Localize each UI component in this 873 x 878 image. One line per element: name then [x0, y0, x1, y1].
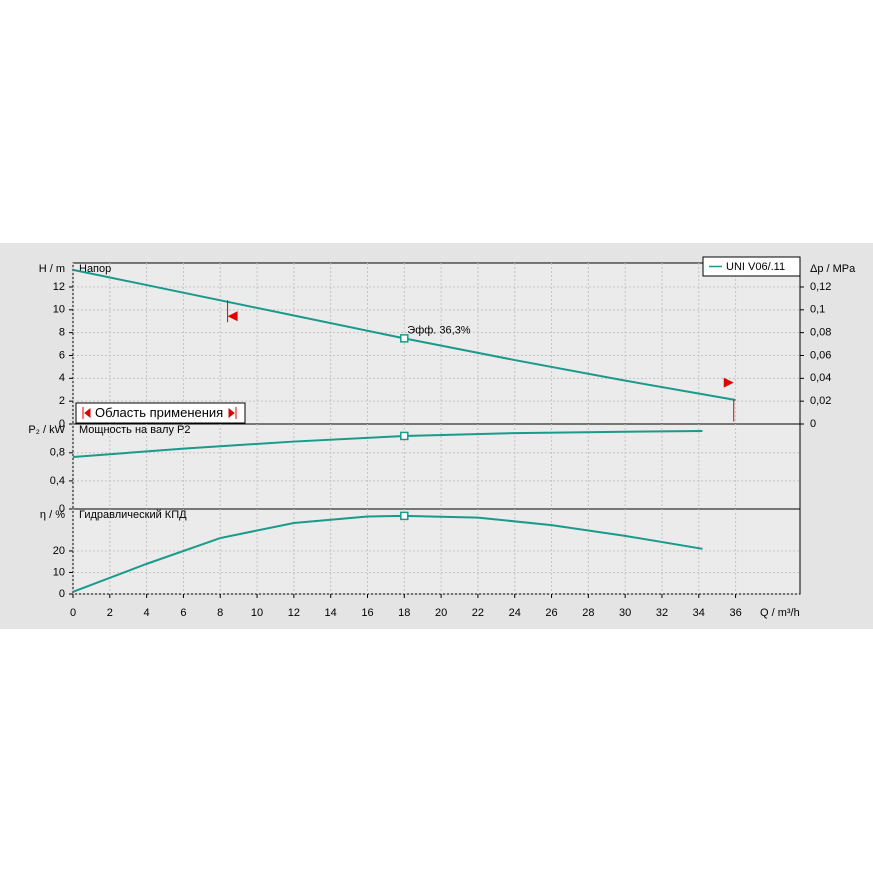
legend-label: UNI V06/.11	[726, 261, 785, 273]
y-tick-label: 2	[59, 395, 65, 407]
y-tick-label: 0	[59, 418, 65, 430]
plot-area	[72, 508, 801, 595]
duty-point	[400, 511, 409, 521]
x-tick-label: 0	[70, 607, 76, 619]
duty-point	[400, 431, 409, 441]
y-tick-label: 12	[53, 281, 65, 293]
y2-tick-label: 0,02	[810, 395, 831, 407]
y2-tick-label: 0,04	[810, 372, 831, 384]
x-tick-label: 32	[656, 607, 668, 619]
x-tick-label: 30	[619, 607, 631, 619]
x-tick-label: 8	[217, 607, 223, 619]
panel-label: Мощность на валу P2	[79, 424, 191, 436]
duty-point	[400, 334, 409, 343]
legend-box	[702, 256, 801, 277]
x-tick-label: 4	[144, 607, 150, 619]
y-tick-label: 8	[59, 327, 65, 339]
y2-tick-label: 0,08	[810, 327, 831, 339]
x-tick-label: 12	[288, 607, 300, 619]
y-tick-label: 0,8	[50, 447, 65, 459]
y-tick-label: 6	[59, 349, 65, 361]
y-axis-label: H / m	[39, 263, 65, 275]
y-axis-label: η / %	[40, 509, 65, 521]
x-tick-label: 18	[398, 607, 410, 619]
range-marker	[723, 377, 734, 388]
plot-area	[72, 423, 801, 510]
y-axis-label: P₂ / kW	[28, 424, 65, 436]
x-tick-label: 36	[729, 607, 741, 619]
x-tick-label: 22	[472, 607, 484, 619]
y-tick-label: 10	[53, 566, 65, 578]
x-tick-label: 2	[107, 607, 113, 619]
range-marker	[227, 311, 238, 322]
range-legend-label: Область применения	[95, 405, 223, 420]
y-tick-label: 0,4	[50, 475, 65, 487]
x-tick-label: 20	[435, 607, 447, 619]
x-tick-label: 28	[582, 607, 594, 619]
x-tick-label: 14	[325, 607, 337, 619]
y-tick-label: 0	[59, 503, 65, 515]
plot-area	[72, 262, 801, 425]
x-tick-label: 16	[361, 607, 373, 619]
y2-tick-label: 0,06	[810, 349, 831, 361]
curve	[72, 514, 703, 593]
y-tick-label: 0	[59, 588, 65, 600]
y2-tick-label: 0,1	[810, 304, 825, 316]
range-legend-box	[75, 402, 246, 424]
x-axis-label: Q / m³/h	[760, 607, 800, 619]
y2-tick-label: 0,12	[810, 281, 831, 293]
annotation: Эфф. 36,3%	[407, 324, 471, 336]
y-tick-label: 20	[53, 545, 65, 557]
x-tick-label: 6	[180, 607, 186, 619]
x-tick-label: 10	[251, 607, 263, 619]
x-tick-label: 24	[509, 607, 521, 619]
y-tick-label: 4	[59, 372, 65, 384]
y2-axis-label: Δp / MPa	[810, 263, 856, 275]
y-tick-label: 10	[53, 304, 65, 316]
x-tick-label: 34	[693, 607, 705, 619]
range-legend-arrows	[82, 407, 237, 419]
panel-label: Гидравлический КПД	[79, 509, 187, 521]
y2-tick-label: 0	[810, 418, 816, 430]
x-tick-label: 26	[545, 607, 557, 619]
